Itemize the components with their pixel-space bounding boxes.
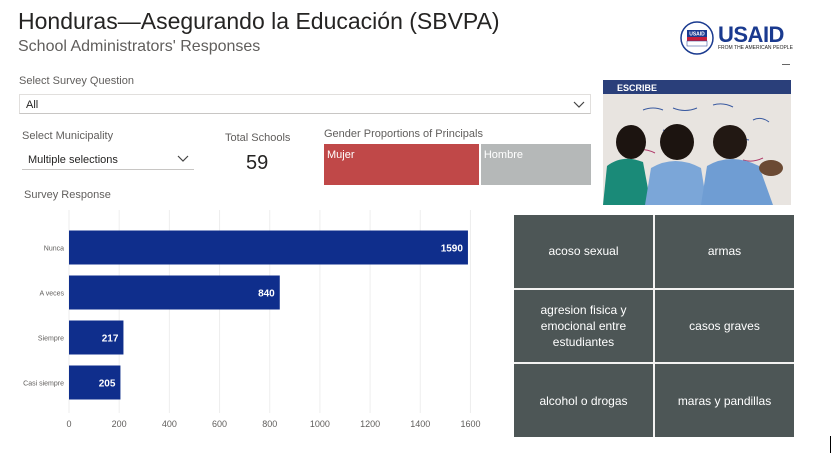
gender-chart-title: Gender Proportions of Principals [324, 128, 483, 140]
topic-tile-label: alcohol o drogas [539, 393, 628, 408]
data-label: 217 [102, 334, 119, 345]
report-subtitle: School Administrators' Responses [18, 38, 261, 55]
municipality-dropdown[interactable]: Multiple selections [22, 148, 194, 170]
usaid-wordmark: USAID [718, 22, 784, 47]
bar-a-veces[interactable] [69, 275, 280, 310]
topic-tiles: acoso sexual armas agresion fisica y emoci… [514, 215, 794, 437]
topic-tile-label: casos graves [689, 318, 760, 333]
topic-tile[interactable]: maras y pandillas [655, 364, 794, 437]
municipality-label: Select Municipality [22, 130, 114, 142]
usaid-seal-label: USAID [689, 32, 705, 38]
category-label: Nunca [44, 246, 64, 253]
students-photo: ESCRIBE [603, 80, 791, 205]
category-label: Casi siempre [23, 381, 64, 388]
board-text: ESCRIBE [617, 83, 657, 93]
usaid-seal-icon: USAID [680, 21, 714, 55]
students-photo-image: ESCRIBE [603, 80, 791, 205]
gender-proportion-bar: Mujer Hombre [324, 144, 591, 185]
data-label: 205 [99, 379, 116, 390]
x-tick-label: 200 [112, 419, 127, 429]
usaid-logo: USAID USAID FROM THE AMERICAN PEOPLE [680, 21, 793, 55]
topic-tile[interactable]: agresion fisica y emocional entre estudi… [514, 289, 653, 363]
topic-tile-label: acoso sexual [548, 244, 619, 259]
total-schools-label: Total Schools [225, 132, 291, 144]
bar-siempre[interactable] [69, 320, 124, 355]
data-label: 1590 [441, 244, 464, 255]
topic-tile[interactable]: alcohol o drogas [514, 364, 653, 437]
gender-segment-hombre[interactable]: Hombre [478, 144, 591, 185]
x-tick-label: 600 [212, 419, 227, 429]
topic-tile-label: maras y pandillas [677, 393, 772, 408]
x-tick-label: 1600 [460, 419, 480, 429]
chevron-down-icon[interactable] [176, 154, 190, 164]
gender-segment-label: Hombre [483, 149, 523, 161]
gender-segment-mujer[interactable]: Mujer [324, 144, 479, 185]
text-cursor [830, 436, 831, 453]
topic-tile[interactable]: casos graves [655, 289, 794, 363]
chevron-down-icon[interactable] [572, 100, 586, 110]
data-label: 840 [258, 289, 275, 300]
survey-question-label: Select Survey Question [19, 75, 134, 87]
x-tick-label: 0 [66, 419, 71, 429]
category-label: A veces [39, 291, 64, 298]
total-schools-value: 59 [246, 152, 269, 174]
usaid-tagline: FROM THE AMERICAN PEOPLE [718, 45, 793, 51]
x-tick-label: 1200 [360, 419, 380, 429]
x-tick-label: 400 [162, 419, 177, 429]
bar-casi-siempre[interactable] [69, 365, 121, 400]
survey-question-value: All [26, 99, 39, 111]
topic-tile-label: armas [707, 244, 742, 259]
topic-tile[interactable]: acoso sexual [514, 215, 653, 288]
gender-segment-label: Mujer [327, 149, 355, 161]
topic-tile[interactable]: armas [655, 215, 794, 288]
municipality-value: Multiple selections [28, 154, 118, 166]
logo-divider [782, 64, 790, 65]
x-tick-label: 1000 [310, 419, 330, 429]
category-label: Siempre [38, 336, 64, 343]
x-tick-label: 1400 [410, 419, 430, 429]
bar-nunca[interactable] [69, 230, 468, 265]
report-title: Honduras—Asegurando la Educación (SBVPA) [18, 8, 500, 34]
survey-question-dropdown[interactable]: All [19, 94, 591, 114]
topic-tile-label: agresion fisica y emocional entre estudi… [540, 302, 627, 349]
x-tick-label: 800 [262, 419, 277, 429]
survey-response-title: Survey Response [24, 189, 111, 201]
